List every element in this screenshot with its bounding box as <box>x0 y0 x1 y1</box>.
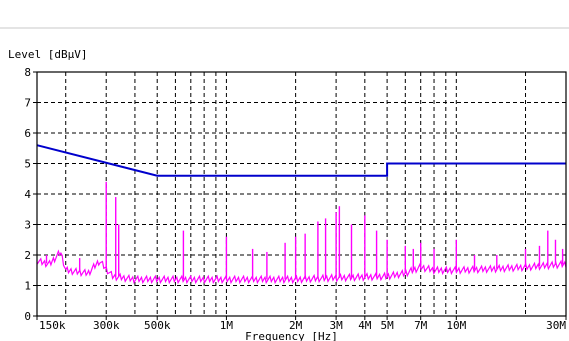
x-tick-label: 7M <box>414 319 428 332</box>
y-tick-label: 4 <box>24 188 31 201</box>
x-tick-label: 2M <box>289 319 303 332</box>
measurement-trace <box>36 249 567 285</box>
y-tick-label: 0 <box>24 310 31 323</box>
x-tick-label: 3M <box>329 319 343 332</box>
x-tick-label: 5M <box>380 319 394 332</box>
y-tick-label: 5 <box>24 158 31 171</box>
y-axis-label: Level [dBµV] <box>8 48 87 61</box>
plot-border <box>36 71 567 317</box>
y-tick-label: 8 <box>24 66 31 79</box>
y-tick-label: 3 <box>24 219 31 232</box>
x-tick-label: 1M <box>220 319 234 332</box>
x-tick-label: 300k <box>93 319 120 332</box>
x-tick-label: 500k <box>144 319 171 332</box>
x-tick-label: 10M <box>446 319 466 332</box>
y-tick-label: 6 <box>24 127 31 140</box>
x-tick-label: 4M <box>358 319 372 332</box>
y-tick-label: 2 <box>24 249 31 262</box>
x-tick-label: 30M <box>546 319 566 332</box>
x-axis-label: Frequency [Hz] <box>245 330 338 341</box>
y-tick-label: 7 <box>24 97 31 110</box>
limit-line <box>36 144 566 177</box>
x-tick-label: 150k <box>39 319 66 332</box>
y-tick-label: 1 <box>24 280 31 293</box>
